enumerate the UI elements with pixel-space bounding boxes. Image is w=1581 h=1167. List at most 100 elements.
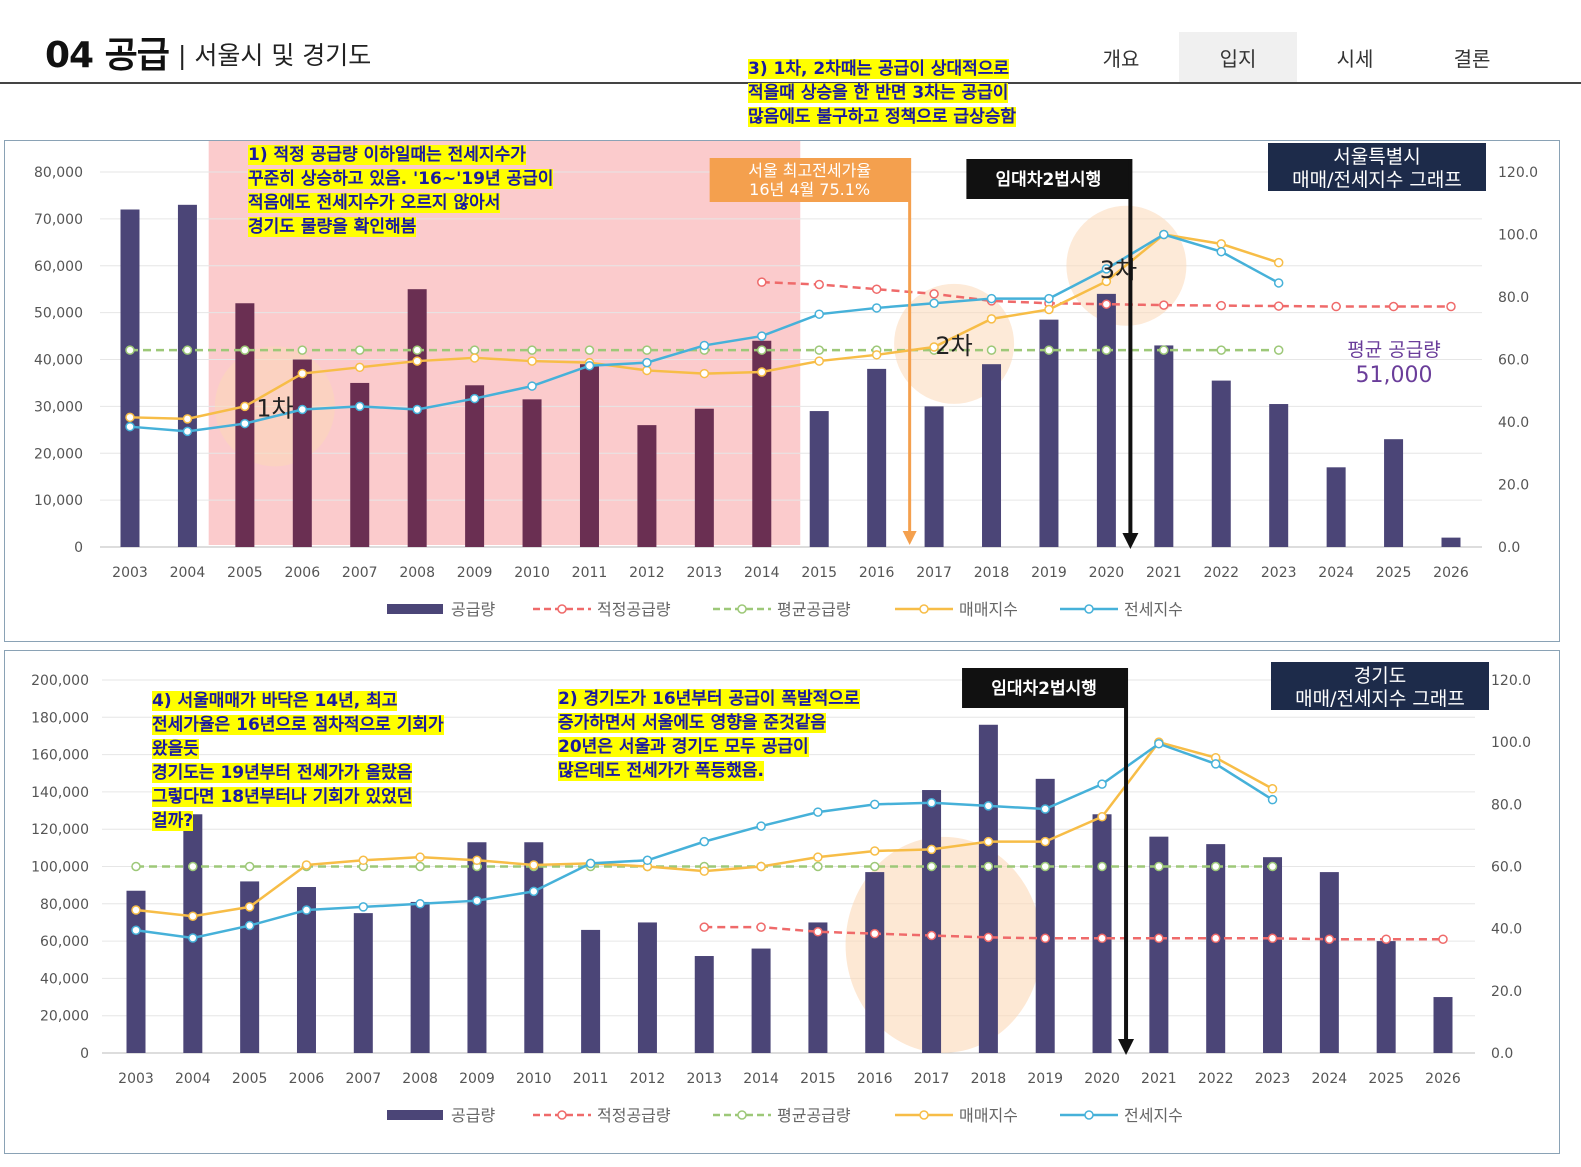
y-tick-label: 180,000 — [31, 710, 89, 726]
average-supply-label: 51,000 — [1356, 363, 1433, 388]
x-tick-label: 2006 — [289, 1071, 325, 1087]
y2-tick-label: 20.0 — [1491, 984, 1522, 1000]
orange-callout-text: 16년 4월 75.1% — [749, 180, 870, 199]
marker-label: 2차 — [935, 332, 972, 360]
jeonse-index-point — [642, 855, 653, 866]
bar-supply — [865, 872, 885, 1053]
y2-tick-label: 80.0 — [1491, 797, 1522, 813]
legend-swatch-point — [557, 604, 567, 614]
note-4-line: 왔을듯 — [152, 739, 199, 759]
y-tick-label: 10,000 — [34, 493, 83, 509]
bar-supply — [694, 408, 714, 547]
tab-location[interactable]: 입지 — [1179, 32, 1297, 82]
jeonse-index-point — [1267, 794, 1278, 805]
x-tick-label: 2020 — [1089, 565, 1125, 581]
appropriate-supply-point — [814, 279, 824, 290]
orange-callout-text: 서울 최고전세가율 — [748, 161, 871, 180]
appropriate-supply-point — [1210, 933, 1221, 944]
legend-swatch-point — [919, 1110, 929, 1120]
x-tick-label: 2016 — [859, 565, 895, 581]
y-tick-label: 60,000 — [40, 934, 89, 950]
legend-label: 적정공급량 — [597, 1106, 671, 1125]
tab-overview[interactable]: 개요 — [1102, 46, 1140, 71]
jeonse-index-point — [358, 902, 369, 912]
jeonse-index-point — [871, 303, 882, 313]
average-supply-point — [412, 345, 422, 355]
average-supply-point — [125, 345, 135, 355]
sale-index-point — [125, 412, 135, 423]
x-tick-label: 2018 — [971, 1071, 1007, 1087]
average-supply-point — [1210, 861, 1221, 872]
x-tick-label: 2017 — [916, 565, 952, 581]
average-supply-point — [188, 861, 198, 872]
y-tick-label: 100,000 — [31, 860, 89, 876]
average-supply-point — [415, 861, 425, 872]
sale-index-point — [1216, 239, 1227, 249]
x-tick-label: 2008 — [399, 565, 435, 581]
y-tick-label: 50,000 — [34, 306, 83, 322]
legend-swatch-point — [557, 1110, 567, 1120]
tab-conclusion[interactable]: 결론 — [1453, 46, 1491, 71]
chart-title: 매매/전세지수 그래프 — [1292, 169, 1462, 191]
x-tick-label: 2024 — [1318, 565, 1354, 581]
bar-supply — [808, 922, 828, 1053]
sale-index-point — [983, 836, 994, 847]
y2-tick-label: 120.0 — [1491, 673, 1531, 689]
sale-index-point — [182, 414, 193, 424]
bar-supply — [296, 887, 316, 1053]
bar-supply — [177, 204, 197, 547]
legend-label: 공급량 — [451, 600, 495, 619]
average-supply-point — [1216, 345, 1227, 355]
bar-supply — [637, 922, 657, 1053]
jeonse-index-point — [527, 381, 537, 391]
bar-supply — [924, 406, 944, 547]
legend-label: 공급량 — [451, 1106, 495, 1125]
black-callout-box — [966, 159, 1131, 199]
bar-supply — [579, 364, 599, 547]
sale-index-point — [529, 860, 539, 870]
jeonse-index-point — [929, 298, 939, 308]
y-tick-label: 140,000 — [31, 785, 89, 801]
appropriate-supply-point — [983, 932, 994, 943]
x-tick-label: 2023 — [1261, 565, 1297, 581]
appropriate-supply-point — [1324, 934, 1335, 944]
y2-tick-label: 60.0 — [1498, 353, 1529, 369]
black-arrow-head — [1118, 1039, 1135, 1055]
appropriate-supply-point — [1267, 933, 1278, 944]
note-4-line: 4) 서울매매가 바닥은 14년, 최고 — [152, 691, 398, 711]
sale-index-point — [813, 852, 823, 862]
x-tick-label: 2025 — [1376, 565, 1412, 581]
black-arrow-head — [1122, 533, 1139, 549]
average-supply-point — [642, 345, 652, 355]
average-supply-point — [240, 345, 250, 355]
y-tick-label: 60,000 — [34, 259, 83, 275]
bar-supply — [407, 289, 427, 547]
sale-index-point — [1044, 304, 1054, 315]
legend-swatch — [387, 604, 443, 614]
note-1-line: 1) 적정 공급량 이하일때는 전세지수가 — [248, 145, 526, 165]
x-tick-label: 2007 — [342, 565, 378, 581]
jeonse-index-point — [529, 886, 539, 897]
bar-supply — [350, 382, 370, 547]
tab-price[interactable]: 시세 — [1336, 46, 1374, 71]
appropriate-supply-point — [1331, 301, 1341, 312]
bar-supply — [1319, 872, 1339, 1053]
y2-tick-label: 0.0 — [1491, 1046, 1513, 1062]
legend-swatch-point — [1084, 1110, 1094, 1120]
average-supply-point — [354, 345, 365, 355]
average-supply-point — [131, 861, 141, 872]
sale-index-point — [642, 365, 652, 376]
page-title: 04 공급 — [45, 35, 170, 76]
sale-index-point — [871, 350, 882, 360]
legend-swatch — [387, 1110, 443, 1120]
x-tick-label: 2024 — [1312, 1071, 1348, 1087]
jeonse-index-point — [354, 401, 365, 412]
bar-supply — [922, 790, 942, 1053]
black-callout-box — [962, 668, 1127, 708]
appropriate-supply-point — [1446, 301, 1456, 312]
page-subtitle: | 서울시 및 경기도 — [178, 41, 372, 70]
jeonse-index-point — [585, 858, 596, 869]
average-supply-point — [1159, 345, 1169, 355]
chart-title: 매매/전세지수 그래프 — [1295, 688, 1465, 710]
average-supply-point — [1097, 861, 1107, 872]
